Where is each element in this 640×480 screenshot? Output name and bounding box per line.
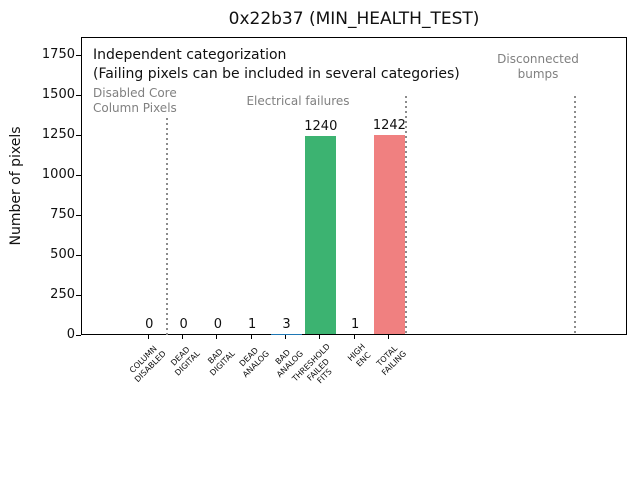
section-label-electrical-failures: Electrical failures [246, 94, 350, 108]
x-tick-label: BAD DIGITAL [205, 347, 236, 378]
y-tick-mark [76, 334, 81, 336]
y-tick-mark [76, 134, 81, 136]
y-tick-label: 750 [50, 207, 75, 222]
y-axis-label: Number of pixels [8, 126, 24, 246]
bar-value-label: 0 [145, 317, 154, 332]
x-tick-label: DEAD DIGITAL [169, 344, 202, 378]
x-tick-mark [182, 335, 184, 339]
x-tick-mark [353, 335, 355, 339]
bar [271, 333, 302, 334]
bar-value-label: 1242 [372, 118, 406, 134]
y-tick-label: 1500 [41, 87, 75, 102]
bar-value-label: 1 [248, 316, 257, 332]
plot-area: Independent categorization (Failing pixe… [81, 37, 627, 336]
y-tick-mark [76, 94, 81, 96]
annotation-independent-categorization: Independent categorization [93, 47, 287, 63]
x-tick-label: HIGH ENC [345, 342, 372, 369]
x-tick-mark [250, 335, 252, 339]
separator-disabled-core [166, 118, 168, 336]
chart-title: 0x22b37 (MIN_HEALTH_TEST) [228, 9, 480, 29]
x-tick-mark [216, 335, 218, 339]
y-tick-label: 500 [50, 247, 75, 262]
bar-value-label: 3 [282, 316, 291, 332]
bar-value-label: 0 [213, 317, 223, 332]
section-label-disabled-core-column-pixels: Disabled Core Column Pixels [93, 86, 177, 115]
y-tick-mark [76, 254, 81, 256]
bar [373, 135, 405, 334]
x-tick-mark [147, 335, 149, 339]
y-tick-label: 0 [66, 327, 75, 342]
separator-electrical-failures [405, 96, 407, 336]
y-tick-mark [76, 214, 81, 216]
x-tick-mark [285, 335, 286, 339]
x-tick-mark [387, 335, 389, 339]
y-tick-label: 1750 [41, 47, 75, 62]
x-tick-label: DEAD ANALOG [237, 345, 271, 379]
y-tick-label: 1000 [41, 167, 75, 182]
section-label-disconnected-bumps: Disconnected bumps [497, 52, 579, 81]
y-tick-label: 250 [50, 287, 75, 302]
separator-disconnected-bumps [574, 96, 576, 336]
bar-value-label: 1240 [304, 118, 338, 134]
x-tick-label: TOTAL FAILING [374, 343, 408, 377]
annotation-failing-pixels-note: (Failing pixels can be included in sever… [93, 66, 460, 82]
x-tick-mark [319, 335, 321, 339]
bar-value-label: 1 [350, 316, 360, 332]
bar [305, 135, 337, 334]
x-tick-label: COLUMN DISABLED [127, 344, 168, 384]
y-tick-mark [76, 174, 81, 176]
y-tick-mark [76, 54, 81, 56]
y-tick-label: 1250 [41, 127, 75, 142]
y-tick-mark [76, 294, 81, 296]
bar-value-label: 0 [179, 317, 188, 332]
